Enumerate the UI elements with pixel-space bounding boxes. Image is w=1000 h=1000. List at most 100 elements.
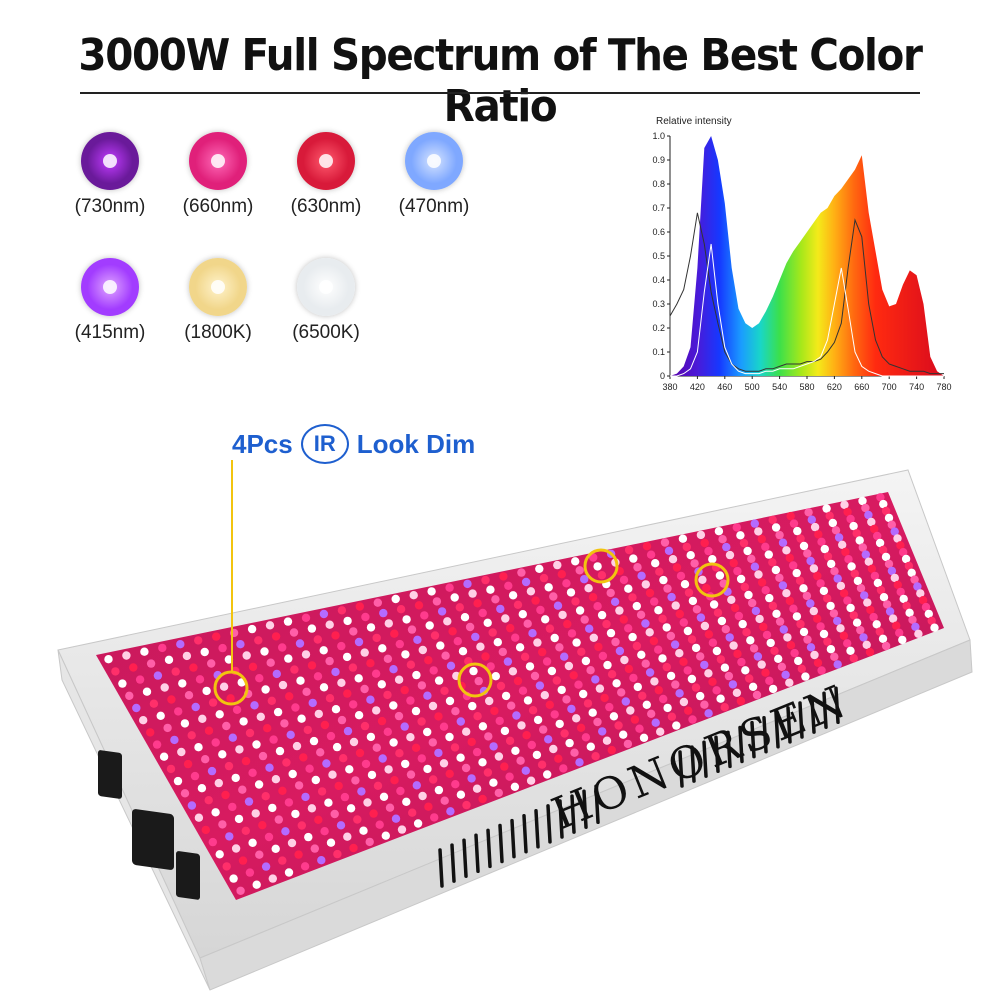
led-dot (214, 778, 223, 788)
led-dot (225, 832, 234, 841)
led-dot (632, 641, 642, 651)
led-dot (605, 702, 614, 712)
led-dot (567, 629, 577, 638)
led-dot (313, 635, 322, 644)
led-dot (506, 623, 515, 633)
vent-slot (810, 696, 816, 734)
led-dot (560, 729, 569, 738)
vent-slot (822, 691, 828, 729)
led-dot (481, 575, 490, 585)
led-dot (810, 650, 819, 660)
led-dot (729, 641, 738, 650)
led-dot (291, 703, 300, 712)
led-dot (633, 682, 642, 692)
led-dot (721, 625, 730, 634)
chart-ytick-label: 0.3 (652, 299, 665, 309)
led-dot (490, 706, 499, 716)
led-dot (221, 790, 230, 800)
led-dot (558, 610, 567, 620)
led-dot (486, 585, 495, 594)
led-dot (167, 695, 176, 704)
led-dot (536, 605, 545, 615)
ir-callout: 4Pcs IR Look Dim (232, 424, 475, 464)
led-dot (623, 739, 633, 749)
led-dot (189, 663, 198, 672)
page-title: 3000W Full Spectrum of The Best Color Ra… (78, 30, 923, 132)
led-dot (282, 758, 291, 767)
chart-xtick-label: 460 (717, 382, 732, 392)
led-dot (775, 530, 784, 540)
led-dot (778, 581, 788, 590)
led-dot (432, 597, 442, 606)
led-dot (173, 776, 183, 786)
led-6500k-label: (6500K) (292, 322, 360, 343)
led-dot (508, 591, 518, 600)
led-dot (507, 701, 516, 710)
led-dot (732, 523, 741, 532)
led-dot (190, 771, 200, 781)
led-dot (353, 815, 362, 824)
led-dot (413, 819, 423, 828)
led-dot (271, 844, 280, 853)
led-dot (872, 620, 881, 629)
led-dot (535, 564, 544, 573)
led-dot (245, 868, 255, 877)
led-dot (593, 602, 602, 611)
vent-slot (582, 789, 588, 829)
led-dot (878, 634, 888, 643)
led-dot (429, 775, 438, 784)
led-dot (559, 764, 568, 773)
led-dot (549, 744, 558, 754)
led-dot (334, 781, 343, 791)
led-dot (238, 785, 247, 794)
led-dot (574, 680, 583, 689)
led-dot (638, 691, 647, 700)
led-dot (512, 711, 521, 720)
led-dot (712, 646, 722, 656)
led-dot (741, 666, 750, 675)
led-dot (896, 587, 905, 597)
led-dot (226, 694, 235, 703)
led-dot (696, 613, 706, 622)
led-dot (462, 800, 471, 810)
led-dot (641, 580, 650, 589)
led-dot (245, 728, 255, 738)
led-dot (222, 721, 231, 731)
led-dot (248, 768, 257, 777)
led-dot (910, 575, 919, 584)
led-dot (887, 566, 897, 576)
led-dot (739, 538, 749, 548)
led-dot (518, 610, 527, 619)
led-dot (816, 622, 825, 631)
led-dot (218, 820, 227, 829)
led-dot (792, 568, 801, 578)
led-dot (628, 593, 637, 602)
led-dot (595, 684, 605, 693)
led-dot (219, 682, 229, 691)
led-dot (704, 630, 714, 639)
led-dot (589, 633, 598, 642)
led-dot (236, 640, 245, 649)
led-dot (887, 520, 896, 529)
led-dot (544, 735, 553, 744)
led-dot (513, 676, 523, 686)
led-dot (467, 737, 476, 747)
led-dot (526, 776, 536, 785)
led-dot (836, 624, 845, 633)
led-dot (550, 633, 559, 643)
led-dot (826, 601, 835, 611)
vent-slot (462, 838, 468, 878)
led-dot (840, 500, 849, 509)
led-dot (434, 712, 443, 721)
led-dot (413, 635, 422, 644)
led-dot (890, 573, 899, 583)
led-dot (471, 632, 480, 642)
ir-look-dim-text: Look Dim (356, 428, 476, 459)
led-dot (177, 747, 186, 757)
led-dot (511, 633, 520, 642)
led-dot (478, 758, 487, 767)
vent-slot (690, 745, 696, 783)
led-dot (716, 694, 725, 703)
led-dot (499, 572, 508, 581)
led-dot (395, 639, 404, 649)
